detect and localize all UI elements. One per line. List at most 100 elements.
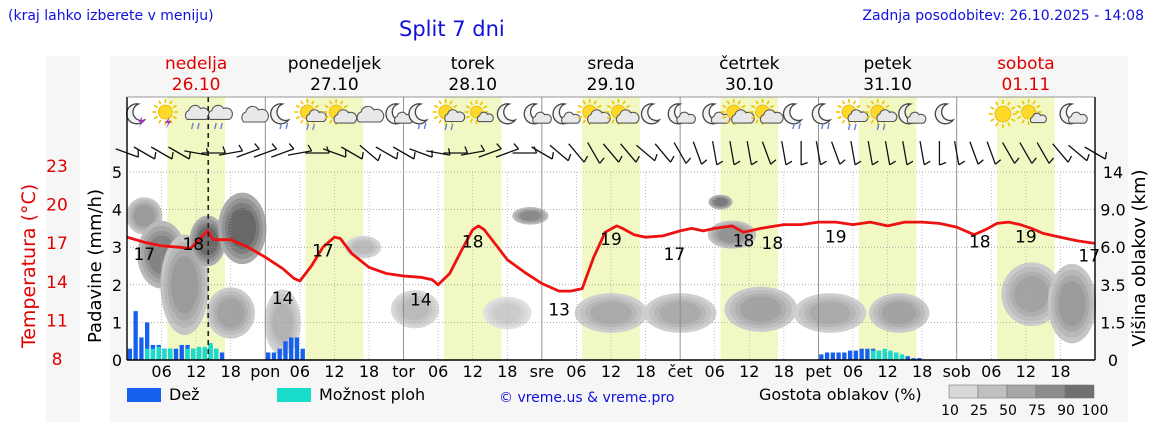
wind-barb-feather: [977, 159, 984, 165]
wind-barb: [953, 141, 966, 166]
x-hour-tick-label: 06: [290, 362, 310, 381]
rain-drop: [792, 122, 796, 130]
cloud-density-swatch: [1006, 384, 1037, 399]
legend-cloud-label: Gostota oblakov (%): [759, 385, 922, 404]
sun-ray: [1032, 100, 1036, 105]
wind-barb-shaft: [815, 141, 822, 165]
wind-barb-shaft: [271, 148, 295, 158]
x-hour-tick-label: 18: [497, 362, 517, 381]
cloud-shape: [561, 111, 581, 124]
cloud-blob: [272, 303, 293, 342]
rain-drop: [876, 123, 880, 131]
location-hint[interactable]: (kraj lahko izberete v meniju): [8, 8, 214, 24]
x-hour-tick-label: 18: [221, 362, 241, 381]
shower-chance-bar: [871, 350, 876, 360]
temperature-label: 17: [664, 245, 686, 265]
cloud-density-swatch: [1035, 384, 1066, 399]
rain-drop: [417, 122, 421, 130]
wind-barb-shaft: [392, 146, 415, 160]
x-hour-tick-label: 18: [912, 362, 932, 381]
x-hour-tick-label: 12: [186, 362, 206, 381]
cloud-blob: [713, 197, 728, 207]
wind-barb-shaft: [781, 141, 787, 165]
cloud-shape: [532, 111, 552, 124]
sun-ray: [990, 118, 995, 122]
sun-ray: [722, 104, 727, 109]
rain-bar: [847, 350, 853, 360]
temperature-label: 18: [182, 235, 204, 255]
wind-barb: [460, 144, 486, 156]
shower-chance-bar: [876, 350, 882, 360]
wind-barb-feather: [413, 151, 416, 160]
wind-barb: [815, 141, 827, 166]
cloud-shape: [615, 109, 640, 124]
temperature-line: [126, 220, 1096, 293]
cloud-blob: [133, 205, 155, 227]
wind-barb-shaft: [426, 150, 451, 156]
wind-barb-feather: [820, 160, 827, 166]
day-name: torek: [451, 54, 495, 74]
sun-ray: [438, 119, 442, 124]
wind-barb: [305, 146, 330, 154]
wind-barb: [781, 141, 793, 166]
rain-bar: [824, 352, 830, 360]
shower-chance-bar: [208, 343, 213, 360]
wind-barb: [218, 144, 244, 156]
wind-barb-feather: [513, 143, 520, 150]
wind-barb-feather: [377, 153, 382, 161]
wind-barb-shaft: [568, 143, 585, 163]
cloud-shape: [476, 111, 494, 123]
wind-barb-feather: [770, 159, 777, 165]
shower-chance-bar: [882, 348, 887, 360]
sun-cloud-icon: [749, 99, 784, 125]
rain-bar: [266, 352, 271, 360]
temperature-tick-label: 23: [46, 157, 68, 177]
wind-barb: [800, 141, 808, 166]
wind-barb: [884, 141, 897, 166]
wind-barb-feather: [1048, 157, 1055, 164]
wind-barb-shaft: [692, 141, 703, 165]
cloud-blob: [809, 301, 851, 325]
wind-barb-shaft: [549, 144, 569, 162]
rain-drop: [821, 122, 824, 130]
sun-ray: [870, 119, 875, 124]
wind-barb: [602, 143, 623, 163]
temperature-label: 18: [762, 234, 784, 254]
sun-ray: [837, 115, 842, 120]
wind-barb-shaft: [654, 143, 672, 163]
shower-chance-bar: [185, 348, 190, 360]
wind-barb-shaft: [133, 146, 156, 160]
sun-cloud-icon: [323, 99, 358, 125]
shower-chance-bar: [202, 346, 207, 360]
rain-bar: [859, 348, 864, 360]
temperature-tick-label: 14: [46, 273, 68, 293]
sun-ray: [1036, 104, 1041, 109]
sun-ray: [837, 104, 842, 109]
wind-barb-feather: [923, 160, 931, 166]
day-date: 27.10: [310, 75, 359, 95]
moon-shape: [408, 103, 429, 125]
rain-bar: [219, 352, 225, 360]
wind-barb-feather: [939, 161, 947, 166]
cloud-rain-icon: [184, 104, 210, 130]
wind-barb-shaft: [850, 141, 856, 165]
wind-barb-shaft: [729, 141, 735, 165]
sun-ray: [1007, 101, 1011, 106]
page-title: Split 7 dni: [399, 17, 505, 41]
x-day-abbr-label: sob: [943, 362, 971, 381]
credit-link[interactable]: © vreme.us & vreme.pro: [499, 390, 674, 406]
wind-barb-shaft: [1068, 144, 1088, 162]
wind-barb-feather: [654, 153, 658, 161]
wind-barb-shaft: [236, 148, 260, 158]
sun-ray: [726, 100, 730, 105]
sun-ray: [479, 101, 484, 106]
wind-barb-feather: [635, 155, 640, 163]
cloud-blob: [740, 296, 782, 323]
temperature-tick-label: 17: [46, 234, 68, 254]
wind-barb-shaft: [761, 141, 772, 165]
rain-bar: [917, 358, 922, 360]
rain-bar: [283, 341, 288, 360]
cloud-blob: [881, 301, 917, 325]
wind-barb-feather: [222, 146, 227, 154]
wind-barb: [654, 143, 675, 163]
